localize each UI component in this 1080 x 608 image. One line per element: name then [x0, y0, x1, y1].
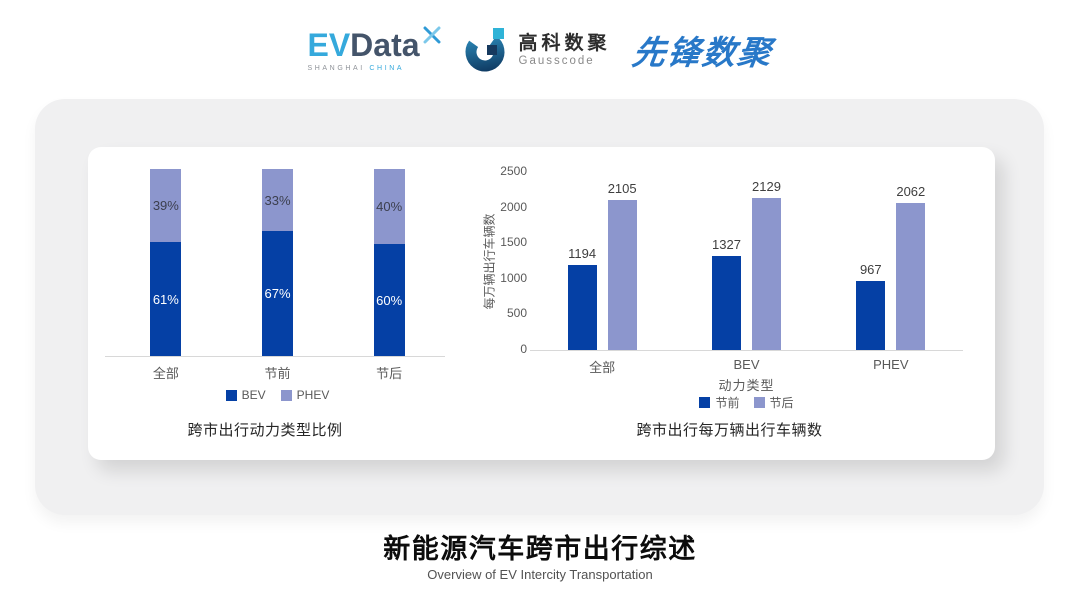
grouped-chart-yaxis-label: 每万辆出行车辆数	[482, 213, 497, 310]
bar-segment-bev: 60%	[373, 244, 405, 356]
grouped-bar	[856, 281, 886, 350]
stacked-bar: 40% 60%	[373, 169, 405, 356]
category-label: 全部	[589, 360, 616, 375]
bar-group: 1327 2129	[674, 172, 818, 350]
bar-value-label: 2129	[752, 179, 781, 194]
pioneer-logo: 先锋数聚	[630, 26, 775, 74]
grouped-bar	[567, 265, 597, 350]
axis-tick-label: 2500	[500, 164, 527, 178]
bar-segment-phev: 40%	[373, 169, 405, 244]
bar-group: 967 2062	[819, 172, 963, 350]
evdata-wordmark: EV Data	[307, 26, 441, 63]
bar-value-label: 67%	[264, 286, 291, 301]
grouped-chart-legend: 节前 节后	[530, 394, 963, 411]
evdata-data-text: Data	[350, 26, 420, 63]
grouped-bar	[711, 256, 741, 350]
bar-value-label: 60%	[376, 292, 403, 308]
stacked-bar: 33% 67%	[262, 169, 293, 356]
category-label: 全部	[152, 366, 179, 381]
gausscode-g-icon	[465, 28, 505, 72]
gausscode-logo: 高科数聚 Gausscode	[464, 27, 611, 73]
stacked-bar-cell: 39% 61%	[110, 169, 222, 356]
axis-tick-label: 1000	[500, 270, 527, 285]
evdata-ev-text: EV	[307, 26, 351, 63]
grouped-chart-title: 跨市出行每万辆出行车辆数	[636, 422, 823, 439]
legend-label: PHEV	[296, 388, 330, 402]
legend-label: BEV	[241, 388, 266, 402]
x-mark-icon	[423, 26, 441, 43]
grouped-chart-yaxis-ticks: 0 500 1000 1500 2000 2500	[493, 0, 527, 380]
grouped-chart-plot: 1194 2105 1327 2129 967 2062	[530, 172, 963, 350]
stacked-chart-categories: 全部 节前 节后	[110, 363, 445, 382]
main-title: 新能源汽车跨市出行综述	[383, 534, 697, 564]
stacked-chart-legend: BEV PHEV	[110, 388, 445, 402]
bar-segment-phev: 33%	[262, 169, 293, 231]
category-label: PHEV	[873, 357, 909, 372]
grouped-bar-wrap: 2105	[607, 181, 637, 350]
grouped-bar-wrap: 1327	[711, 237, 741, 350]
grouped-bar	[751, 198, 781, 350]
stacked-chart-title: 跨市出行动力类型比例	[187, 422, 343, 439]
legend-swatch	[225, 389, 237, 401]
stacked-chart-plot: 39% 61% 33% 67% 40% 60%	[110, 169, 445, 356]
legend-item: 节前	[699, 394, 740, 411]
legend-label: 节后	[769, 396, 794, 410]
axis-tick-label: 1500	[500, 235, 527, 250]
bar-value-label: 39%	[152, 198, 179, 213]
legend-item: 节后	[753, 394, 794, 411]
grouped-bar	[607, 200, 637, 350]
stacked-bar-cell: 33% 67%	[222, 169, 334, 356]
evdata-sub-shanghai: SHANGHAI	[307, 64, 365, 72]
stacked-chart-axis-line	[105, 356, 445, 357]
legend-label: 节前	[715, 396, 740, 410]
evdata-sub-china: CHINA	[369, 64, 405, 72]
stacked-bar: 39% 61%	[150, 169, 182, 356]
grouped-bar-wrap: 1194	[567, 246, 597, 350]
category-label: 节后	[376, 366, 403, 381]
axis-tick-label: 500	[506, 306, 527, 321]
bar-segment-phev: 39%	[150, 169, 182, 242]
bar-segment-bev: 61%	[150, 242, 182, 356]
grouped-chart-categories: 全部 BEV PHEV	[530, 357, 963, 376]
bar-value-label: 1327	[712, 237, 741, 252]
axis-tick-label: 0	[520, 342, 527, 356]
pioneer-logo-text: 先锋数聚	[629, 34, 775, 71]
bar-group: 1194 2105	[530, 172, 674, 350]
bar-value-label: 33%	[264, 192, 291, 208]
gausscode-name-cn: 高科数聚	[518, 33, 611, 55]
bar-value-label: 2105	[607, 181, 637, 196]
bar-value-label: 967	[859, 262, 882, 277]
bar-value-label: 2062	[896, 184, 926, 199]
legend-item: PHEV	[280, 388, 330, 402]
legend-swatch	[753, 397, 765, 408]
evdata-subtitle: SHANGHAI CHINA	[307, 65, 404, 72]
axis-tick-label: 2000	[500, 199, 527, 214]
grouped-bar	[896, 203, 926, 350]
legend-swatch	[699, 397, 711, 408]
stacked-bar-cell: 40% 60%	[333, 169, 445, 356]
category-label: BEV	[733, 357, 760, 372]
bar-segment-bev: 67%	[262, 231, 293, 356]
grouped-bar-wrap: 967	[856, 262, 886, 350]
grouped-chart-axis-line	[530, 350, 963, 351]
grouped-bar-wrap: 2062	[896, 184, 926, 350]
category-label: 节前	[264, 366, 291, 381]
grouped-bar-wrap: 2129	[751, 179, 781, 350]
legend-swatch	[280, 389, 292, 401]
bar-value-label: 61%	[152, 291, 179, 307]
legend-item: BEV	[225, 388, 266, 402]
evdata-logo: EV Data SHANGHAI CHINA	[307, 26, 441, 72]
gausscode-text: 高科数聚 Gausscode	[519, 33, 611, 67]
gausscode-name-en: Gausscode	[518, 54, 595, 67]
chart-card	[88, 147, 995, 460]
grouped-chart-xaxis-label: 动力类型	[718, 378, 775, 393]
main-subtitle: Overview of EV Intercity Transportation	[427, 567, 653, 582]
bar-value-label: 1194	[568, 246, 597, 261]
bar-value-label: 40%	[376, 199, 403, 214]
header-logos: EV Data SHANGHAI CHINA	[0, 22, 1080, 78]
